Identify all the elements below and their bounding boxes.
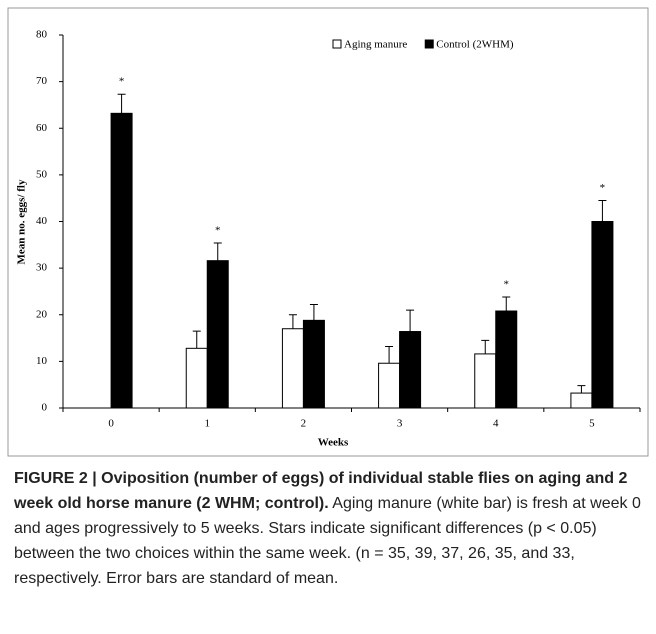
bar <box>570 392 593 409</box>
legend-label: Aging manure <box>344 39 407 51</box>
legend-swatch <box>332 39 342 49</box>
bar <box>378 362 401 409</box>
error-bar <box>481 339 490 354</box>
x-tick-label: 1 <box>205 418 211 430</box>
bar <box>281 328 304 409</box>
error-bar <box>117 93 126 114</box>
y-tick-label: 30 <box>36 262 48 274</box>
x-tick-label: 2 <box>301 418 307 430</box>
caption-bold: FIGURE 2 | Oviposition (number of eggs) … <box>14 470 628 512</box>
significance-star: * <box>504 279 510 291</box>
y-tick-label: 40 <box>36 215 48 227</box>
error-bar <box>192 330 201 349</box>
significance-star: * <box>600 182 606 194</box>
x-axis-label: Weeks <box>318 437 349 449</box>
error-bar <box>577 385 586 394</box>
bar <box>474 353 497 409</box>
significance-star: * <box>119 76 125 88</box>
y-tick-label: 20 <box>36 308 48 320</box>
bar <box>591 221 614 409</box>
error-bar <box>288 314 297 329</box>
y-axis-label: Mean no. eggs/ fly <box>16 179 28 264</box>
caption: FIGURE 2 | Oviposition (number of eggs) … <box>14 466 644 591</box>
error-bar <box>598 200 607 222</box>
caption-text: Aging manure (white bar) is fresh at wee… <box>14 495 641 587</box>
x-tick-label: 3 <box>397 418 403 430</box>
error-bar <box>309 303 318 321</box>
frame <box>7 7 649 457</box>
y-tick-label: 80 <box>36 29 48 41</box>
legend-label: Control (2WHM) <box>436 39 514 51</box>
bar <box>495 310 518 409</box>
y-tick-label: 0 <box>42 402 48 414</box>
error-bar <box>406 309 415 332</box>
y-tick-label: 70 <box>36 75 48 87</box>
bar <box>206 260 229 409</box>
x-tick-label: 4 <box>493 418 499 430</box>
error-bar <box>385 345 394 364</box>
error-bar <box>213 242 222 261</box>
x-tick-label: 0 <box>108 418 114 430</box>
y-tick-label: 50 <box>36 168 48 180</box>
significance-star: * <box>215 224 221 236</box>
bar <box>185 347 208 409</box>
y-tick-label: 60 <box>36 122 48 134</box>
error-bar <box>502 296 511 312</box>
chart: Mean no. eggs/ fly Weeks 010203040506070… <box>7 7 649 457</box>
bar <box>110 112 133 409</box>
y-tick-label: 10 <box>36 355 48 367</box>
legend-swatch <box>424 39 434 49</box>
bar <box>399 331 422 409</box>
bar <box>302 319 325 409</box>
x-tick-label: 5 <box>589 418 595 430</box>
